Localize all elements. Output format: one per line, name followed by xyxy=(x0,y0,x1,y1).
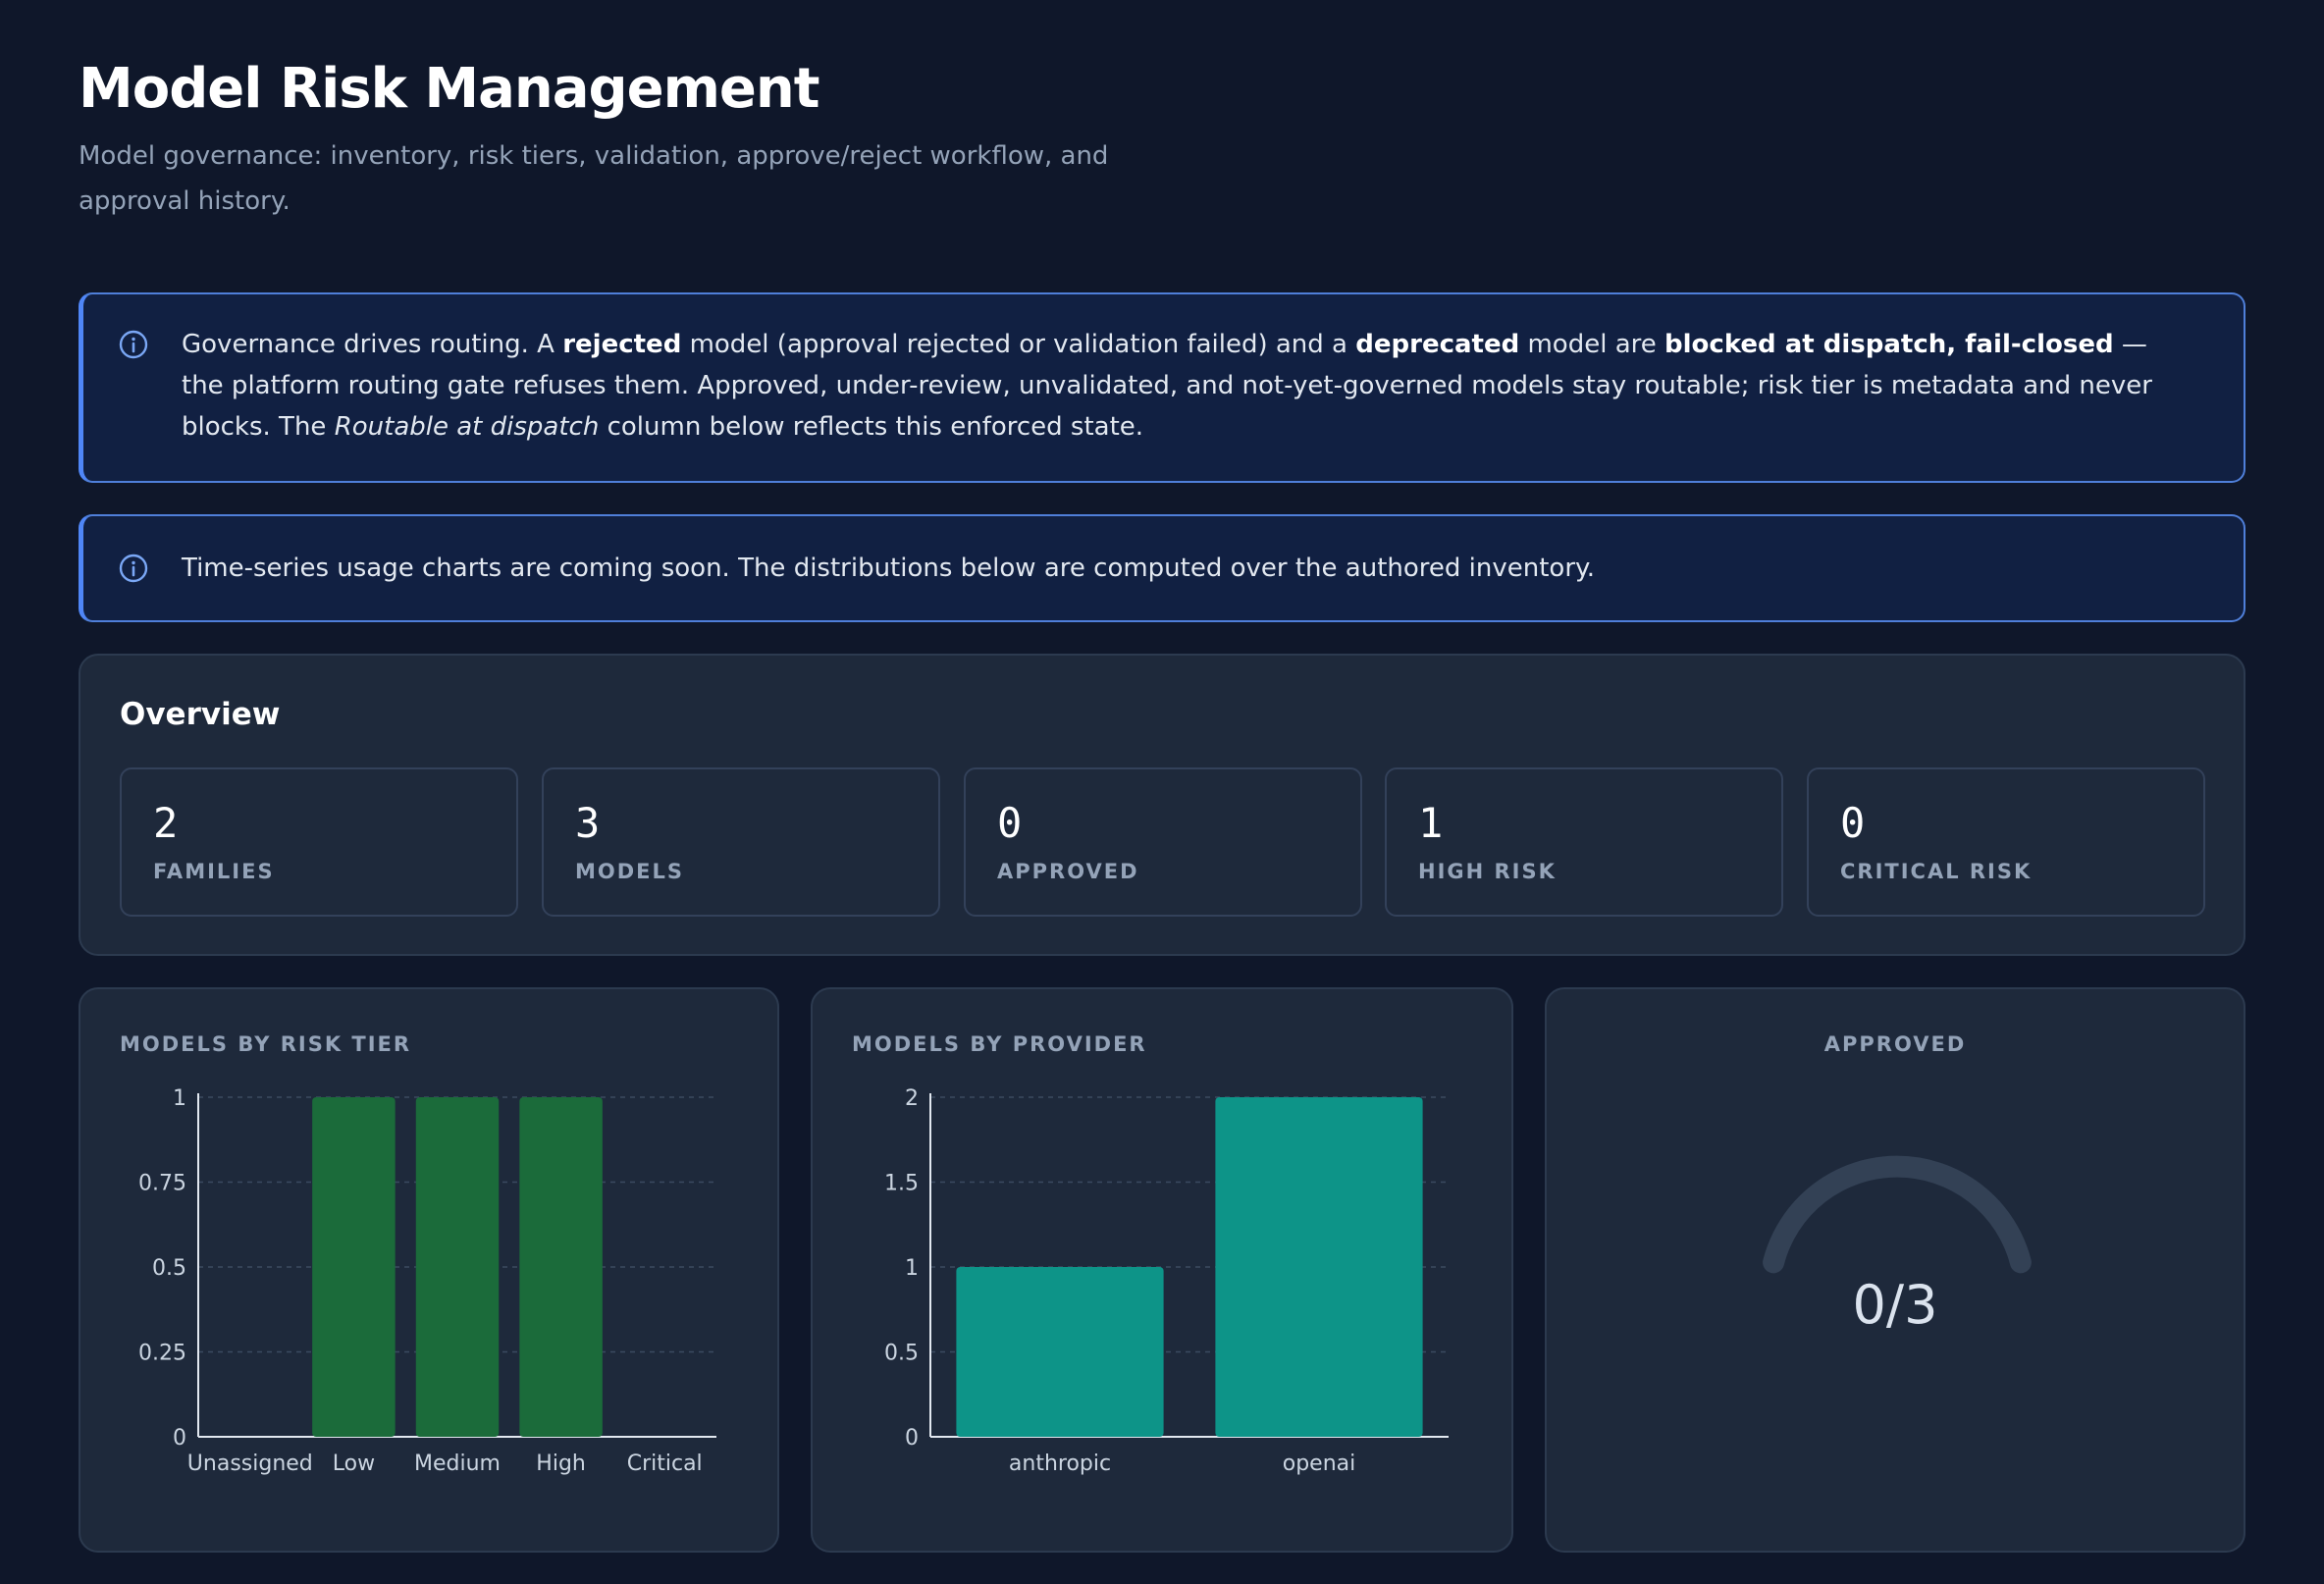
stat-label: HIGH RISK xyxy=(1418,860,1557,883)
stat-label: APPROVED xyxy=(997,860,1139,883)
overview-card: Overview 2 FAMILIES 3 MODELS 0 APPROVED … xyxy=(79,654,2245,956)
stat-high-risk: 1 HIGH RISK xyxy=(1385,767,1783,917)
x-tick-label: anthropic xyxy=(1009,1452,1111,1476)
bar xyxy=(1215,1097,1423,1437)
stat-value: 2 xyxy=(153,799,179,847)
y-tick-label: 1 xyxy=(173,1086,186,1111)
stat-value: 1 xyxy=(1418,799,1444,847)
x-tick-label: openai xyxy=(1283,1452,1356,1476)
stat-label: CRITICAL RISK xyxy=(1840,860,2033,883)
chart-title: APPROVED xyxy=(1823,1032,1967,1056)
bar xyxy=(956,1267,1164,1437)
routing-info-text: Governance drives routing. A rejected mo… xyxy=(182,330,2152,442)
x-tick-label: Critical xyxy=(627,1452,703,1476)
x-tick-label: Medium xyxy=(414,1452,501,1476)
provider-chart-card: MODELS BY PROVIDER 0 0.5 1 1.5 2 anthropic ope… xyxy=(811,987,1513,1553)
bar xyxy=(415,1097,500,1437)
deprecated-emphasis: deprecated xyxy=(1355,330,1520,359)
y-tick-label: 0.5 xyxy=(884,1342,919,1366)
chart-title: MODELS BY RISK TIER xyxy=(120,1032,412,1056)
x-tick-label: High xyxy=(536,1452,586,1476)
y-tick-label: 2 xyxy=(905,1086,919,1111)
y-tick-label: 0.75 xyxy=(138,1172,186,1196)
x-tick-label: Unassigned xyxy=(187,1452,313,1476)
y-tick-label: 1.5 xyxy=(884,1172,919,1196)
stat-approved: 0 APPROVED xyxy=(964,767,1362,917)
y-tick-label: 0.5 xyxy=(152,1256,186,1281)
provider-bar-chart: 0 0.5 1 1.5 2 anthropic openai xyxy=(884,1086,1449,1476)
routing-info-banner: Governance drives routing. A rejected mo… xyxy=(79,292,2245,483)
y-tick-label: 0 xyxy=(905,1426,919,1451)
approved-gauge xyxy=(1763,1155,2032,1274)
gauge-track xyxy=(1763,1155,2032,1274)
y-tick-label: 0 xyxy=(173,1426,186,1451)
y-tick-label: 1 xyxy=(905,1256,919,1281)
y-tick-label: 0.25 xyxy=(138,1342,186,1366)
bar xyxy=(312,1097,396,1437)
stat-critical-risk: 0 CRITICAL RISK xyxy=(1807,767,2205,917)
stat-families: 2 FAMILIES xyxy=(120,767,518,917)
risk-tier-chart-card: MODELS BY RISK TIER 0 0.25 0.5 0.75 1 Unassig… xyxy=(79,987,779,1553)
stat-label: MODELS xyxy=(575,860,685,883)
stat-value: 0 xyxy=(997,799,1023,847)
info-icon xyxy=(119,330,148,359)
gauge-value: 0/3 xyxy=(1852,1274,1938,1336)
stat-models: 3 MODELS xyxy=(542,767,940,917)
risk-tier-bar-chart: 0 0.25 0.5 0.75 1 Unassigned Low Medium High Crit… xyxy=(138,1086,716,1476)
rejected-emphasis: rejected xyxy=(562,330,682,359)
page-subtitle: Model governance: inventory, risk tiers,… xyxy=(79,141,1109,216)
stat-value: 3 xyxy=(575,799,601,847)
x-tick-label: Low xyxy=(333,1452,375,1476)
bar xyxy=(519,1097,603,1437)
chart-title: MODELS BY PROVIDER xyxy=(852,1032,1147,1056)
page-title: Model Risk Management xyxy=(79,57,820,121)
overview-title: Overview xyxy=(120,697,281,732)
approved-gauge-card: APPROVED 0/3 xyxy=(1545,987,2245,1553)
stat-label: FAMILIES xyxy=(153,860,275,883)
routable-column-ref: Routable at dispatch xyxy=(334,412,600,442)
usage-info-text: Time-series usage charts are coming soon… xyxy=(182,554,1595,583)
blocked-emphasis: blocked at dispatch, fail-closed xyxy=(1664,330,2114,359)
info-icon xyxy=(119,554,148,583)
usage-info-banner: Time-series usage charts are coming soon… xyxy=(79,514,2245,622)
stat-value: 0 xyxy=(1840,799,1866,847)
